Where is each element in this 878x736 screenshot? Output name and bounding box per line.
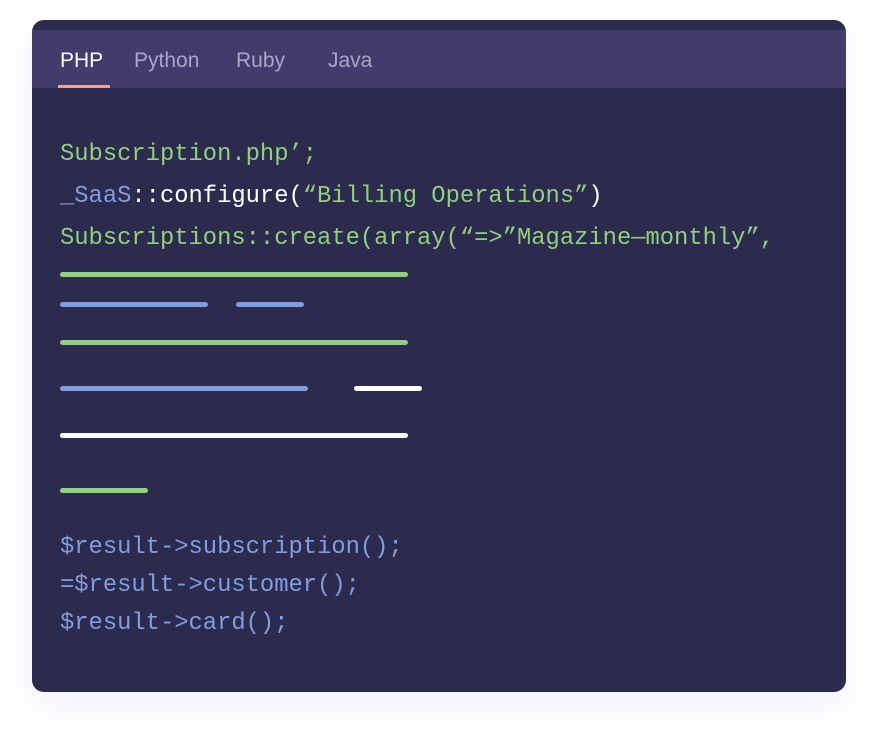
active-tab-indicator [58, 85, 110, 88]
language-tabs: PHP Python Ruby Java [32, 30, 846, 88]
code-line-2: _SaaS::configure(“Billing Operations”) [60, 183, 603, 210]
tab-ruby[interactable]: Ruby [236, 49, 286, 72]
code-result-line: =$result->customer(); [60, 572, 360, 599]
code-result-line: $result->subscription(); [60, 534, 403, 561]
placeholder-line [60, 433, 408, 438]
placeholder-line [60, 488, 148, 493]
placeholder-line [60, 272, 408, 277]
code-string: “Billing Operations” [302, 183, 589, 210]
placeholder-line [60, 302, 208, 307]
placeholder-line [236, 302, 304, 307]
tab-python[interactable]: Python [134, 49, 200, 72]
tab-java[interactable]: Java [328, 49, 373, 72]
code-line-1: Subscription.php’; [60, 141, 318, 168]
code-class: _SaaS [60, 183, 132, 210]
code-result-line: $result->card(); [60, 610, 289, 637]
code-method: ::configure( [131, 183, 303, 210]
code-sample-card: PHP Python Ruby Java Subscription.php’; … [32, 20, 846, 692]
placeholder-line [60, 340, 408, 345]
placeholder-line [60, 386, 308, 391]
code-line-3: Subscriptions::create(array(“=>”Magazine… [60, 225, 775, 252]
tab-php[interactable]: PHP [60, 49, 104, 72]
code-paren: ) [588, 183, 603, 210]
placeholder-line [354, 386, 422, 391]
